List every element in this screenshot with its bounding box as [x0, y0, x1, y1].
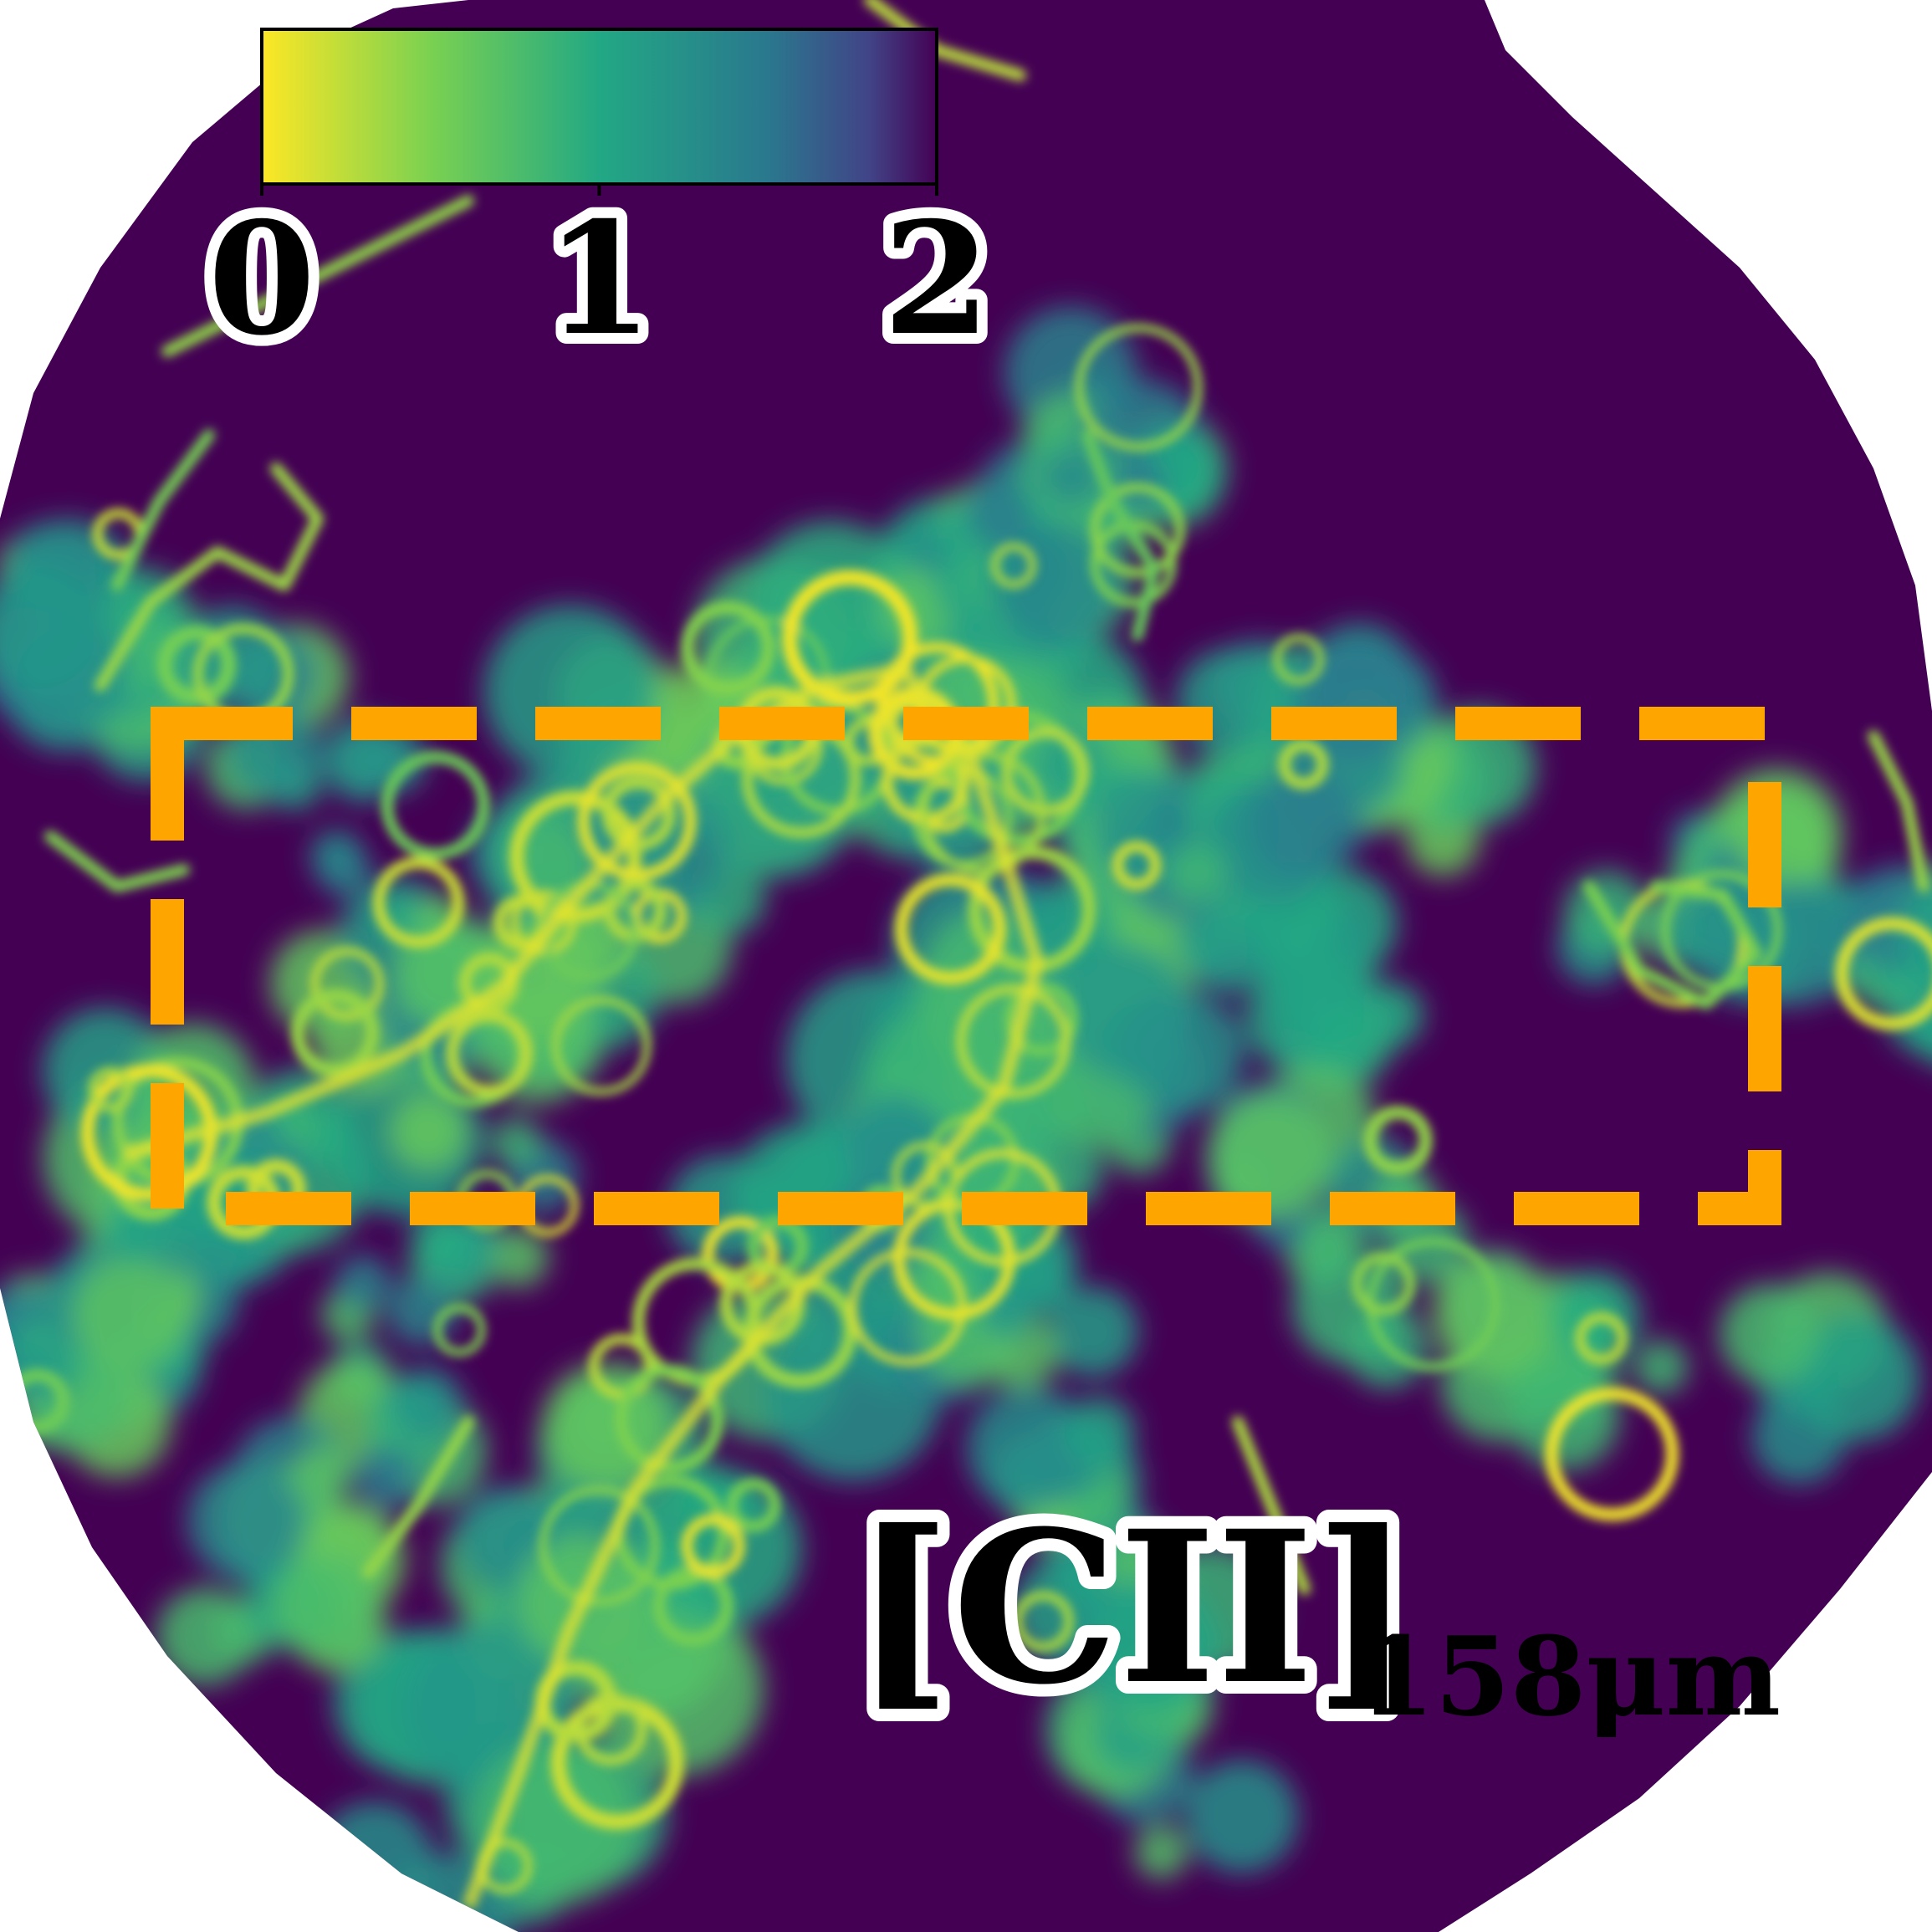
- emission-ring: [1001, 728, 1090, 815]
- emission-ring: [509, 790, 642, 923]
- emission-ring: [991, 543, 1036, 589]
- emission-ring: [956, 984, 1071, 1099]
- emission-blob: [1188, 912, 1270, 995]
- emission-blob: [354, 1444, 419, 1510]
- emission-blob: [1732, 785, 1832, 887]
- emission-ring: [895, 873, 1006, 984]
- emission-blob: [390, 1093, 467, 1170]
- emission-blob: [490, 1117, 541, 1168]
- emission-blob: [1123, 991, 1245, 1113]
- emission-filament: [161, 195, 474, 357]
- emission-ring: [1075, 324, 1203, 451]
- emission-ring: [1090, 483, 1185, 578]
- emission-blob: [335, 1255, 391, 1311]
- emission-ring: [156, 625, 237, 705]
- emission-ring: [1835, 917, 1932, 1030]
- emission-ring: [1013, 1591, 1074, 1652]
- emission-ring: [1004, 982, 1079, 1056]
- highlight-box-outline: [151, 707, 1781, 1225]
- emission-ring: [615, 1364, 723, 1474]
- emission-blob: [384, 1374, 440, 1431]
- emission-ring: [601, 776, 676, 851]
- emission-filament: [1081, 429, 1160, 641]
- emission-ring: [446, 1009, 534, 1097]
- emission-ring: [1545, 1387, 1679, 1521]
- emission-blob: [187, 1461, 306, 1581]
- emission-blob: [272, 1553, 380, 1661]
- emission-blob: [483, 605, 657, 779]
- emission-blob: [1165, 842, 1228, 905]
- emission-ring: [291, 989, 379, 1077]
- emission-filament: [44, 831, 190, 892]
- emission-blob: [963, 477, 1033, 546]
- emission-filament: [1868, 730, 1929, 892]
- emission-blob: [1898, 869, 1932, 1000]
- emission-blob: [1793, 1315, 1920, 1442]
- emission-ring: [1363, 1106, 1433, 1175]
- emission-blob: [1248, 766, 1362, 881]
- emission-ring: [88, 1066, 134, 1112]
- emission-blob: [410, 1211, 474, 1275]
- emission-ring: [372, 856, 464, 948]
- emission-ring: [1274, 634, 1324, 685]
- emission-blob: [589, 1601, 764, 1776]
- emission-ring: [577, 762, 697, 881]
- emission-blob: [1719, 1284, 1821, 1386]
- emission-blob: [1042, 447, 1102, 507]
- emission-blob: [1184, 1760, 1299, 1873]
- emission-ring: [550, 1696, 684, 1830]
- emission-filament: [362, 1416, 474, 1578]
- emission-blob: [292, 1445, 352, 1505]
- emission-ring: [511, 890, 576, 955]
- emission-ring: [782, 570, 918, 706]
- emission-ring: [539, 1485, 659, 1606]
- emission-blob: [1314, 1013, 1377, 1076]
- emission-ring: [921, 750, 1045, 876]
- emission-ring: [574, 1693, 647, 1766]
- emission-blob: [474, 914, 601, 1040]
- emission-filament: [95, 463, 324, 692]
- emission-ring: [1575, 1312, 1628, 1365]
- emission-ring: [682, 1514, 745, 1577]
- emission-blob: [1633, 1340, 1689, 1395]
- emission-blob: [979, 1285, 1034, 1340]
- emission-blob: [1064, 1396, 1135, 1467]
- emission-blob: [912, 1251, 971, 1311]
- emission-blob: [1134, 1825, 1188, 1879]
- emission-blob: [1357, 982, 1424, 1049]
- emission-ring: [849, 1249, 966, 1366]
- emission-blob: [72, 1257, 189, 1374]
- emission-ring: [1352, 1252, 1415, 1316]
- emission-ring: [727, 1478, 780, 1532]
- emission-ring: [381, 751, 490, 860]
- emission-blob: [1047, 1286, 1138, 1377]
- emission-blob: [1090, 1582, 1219, 1712]
- emission-spine: [123, 662, 1045, 1909]
- emission-blob: [842, 1093, 943, 1194]
- emission-blob: [0, 565, 99, 690]
- emission-blob: [315, 841, 371, 896]
- highlight-box: [151, 707, 1781, 1225]
- emission-ring: [310, 947, 384, 1021]
- emission-ring: [681, 601, 775, 695]
- emission-filament: [111, 429, 215, 591]
- emission-ring: [1112, 841, 1162, 890]
- emission-blob: [488, 1227, 549, 1288]
- emission-ring: [1278, 739, 1329, 790]
- emission-ring: [551, 996, 652, 1096]
- emission-blob: [1207, 1094, 1333, 1219]
- emission-blob: [966, 1386, 1092, 1512]
- emission-ring: [892, 1142, 958, 1209]
- emission-filament: [1232, 1416, 1311, 1595]
- emission-blob: [156, 1587, 255, 1686]
- emission-ring: [433, 1304, 486, 1357]
- emission-ring: [652, 1565, 733, 1647]
- emission-filament: [1583, 881, 1762, 1009]
